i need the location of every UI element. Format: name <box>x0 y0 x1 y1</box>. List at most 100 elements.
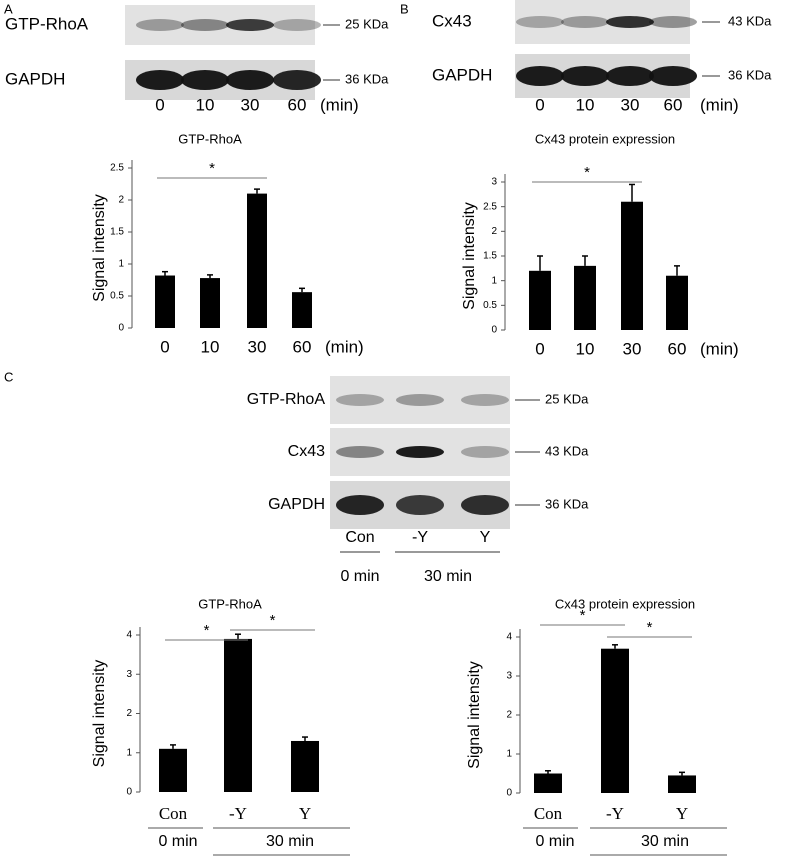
blot-band <box>606 66 654 86</box>
lane-label: 0 <box>535 95 544 114</box>
blot-band <box>136 70 184 90</box>
blot-band <box>561 66 609 86</box>
lane-label: 30 <box>241 95 260 114</box>
x-tick-label: 30 <box>623 339 642 358</box>
x-tick-label: Con <box>159 804 188 823</box>
blot-band <box>336 495 384 515</box>
chart-title: GTP-RhoA <box>198 596 262 611</box>
lane-unit: (min) <box>320 95 359 114</box>
blot-band <box>396 394 444 406</box>
y-axis-label: Signal intensity <box>91 194 108 302</box>
significance-label: * <box>580 607 586 624</box>
significance-label: * <box>204 622 210 639</box>
blot-band <box>516 16 564 28</box>
y-tick-label: 2.5 <box>110 163 124 174</box>
panel-label: A <box>4 1 13 16</box>
significance-label: * <box>647 619 653 636</box>
y-tick-label: 2 <box>491 226 497 237</box>
x-tick-label: -Y <box>606 804 624 823</box>
marker-size: 25 KDa <box>345 16 389 31</box>
panel-label: B <box>400 1 409 16</box>
y-tick-label: 1 <box>491 275 497 286</box>
blot-band <box>516 66 564 86</box>
significance-label: * <box>584 164 590 181</box>
x-tick-label: 10 <box>576 339 595 358</box>
lane-label: 0 <box>155 95 164 114</box>
y-tick-label: 0.5 <box>483 300 497 311</box>
blot-band <box>461 495 509 515</box>
x-tick-label: Y <box>299 804 311 823</box>
bar <box>529 270 551 330</box>
x-tick-label: 0 <box>160 337 169 356</box>
lane-unit: (min) <box>700 95 739 114</box>
blot-row-label: GAPDH <box>268 496 325 513</box>
y-tick-label: 0.5 <box>110 291 124 302</box>
bar <box>159 748 187 792</box>
significance-label: * <box>209 160 215 177</box>
marker-size: 43 KDa <box>728 13 772 28</box>
group-label: 0 min <box>340 568 379 585</box>
y-tick-label: 1.5 <box>483 251 497 262</box>
group-label: 30 min <box>266 833 314 850</box>
blot-band <box>649 66 697 86</box>
x-tick-label: 60 <box>293 337 312 356</box>
y-axis-label: Signal intensity <box>461 202 478 310</box>
y-tick-label: 2 <box>506 710 512 721</box>
y-tick-label: 2 <box>126 708 132 719</box>
blot-band <box>336 394 384 406</box>
bar <box>621 201 643 330</box>
panel-label: C <box>4 369 13 384</box>
blot-row-label: GTP-RhoA <box>5 14 89 33</box>
blot-band <box>561 16 609 28</box>
x-axis-unit: (min) <box>700 339 739 358</box>
marker-size: 36 KDa <box>545 496 589 511</box>
marker-size: 36 KDa <box>728 67 772 82</box>
bar <box>601 648 629 793</box>
blot-band <box>649 16 697 28</box>
y-tick-label: 1 <box>506 749 512 760</box>
bar <box>668 775 696 793</box>
y-tick-label: 0 <box>491 325 497 336</box>
blot-band <box>606 16 654 28</box>
blot-band <box>461 394 509 406</box>
lane-label: Y <box>480 529 491 546</box>
blot-band <box>136 19 184 31</box>
y-tick-label: 0 <box>126 787 132 798</box>
blot-row-label: Cx43 <box>288 443 325 460</box>
bar <box>666 275 688 330</box>
y-tick-label: 3 <box>506 671 512 682</box>
lane-label: 30 <box>621 95 640 114</box>
lane-label: 10 <box>196 95 215 114</box>
y-tick-label: 1.5 <box>110 227 124 238</box>
bar <box>534 773 562 793</box>
bar <box>200 278 220 328</box>
blot-band <box>273 70 321 90</box>
x-tick-label: -Y <box>229 804 247 823</box>
blot-band <box>336 446 384 458</box>
y-tick-label: 4 <box>126 630 132 641</box>
x-tick-label: 10 <box>201 337 220 356</box>
blot-row-label: Cx43 <box>432 11 472 30</box>
lane-label: 60 <box>664 95 683 114</box>
blot-image <box>330 376 510 424</box>
blot-row-label: GTP-RhoA <box>247 391 326 408</box>
y-axis-label: Signal intensity <box>466 661 483 769</box>
group-label: 0 min <box>535 833 574 850</box>
y-tick-label: 3 <box>491 177 497 188</box>
bar <box>224 638 252 792</box>
blot-band <box>226 70 274 90</box>
lane-label: -Y <box>412 529 428 546</box>
blot-row-label: GAPDH <box>432 65 492 84</box>
x-tick-label: 0 <box>535 339 544 358</box>
lane-label: 60 <box>288 95 307 114</box>
bar <box>291 740 319 792</box>
group-label: 30 min <box>641 833 689 850</box>
y-tick-label: 3 <box>126 669 132 680</box>
significance-label: * <box>270 612 276 629</box>
lane-label: 10 <box>576 95 595 114</box>
y-tick-label: 1 <box>118 259 124 270</box>
bar <box>574 265 596 330</box>
blot-image <box>515 0 690 44</box>
marker-size: 36 KDa <box>345 71 389 86</box>
